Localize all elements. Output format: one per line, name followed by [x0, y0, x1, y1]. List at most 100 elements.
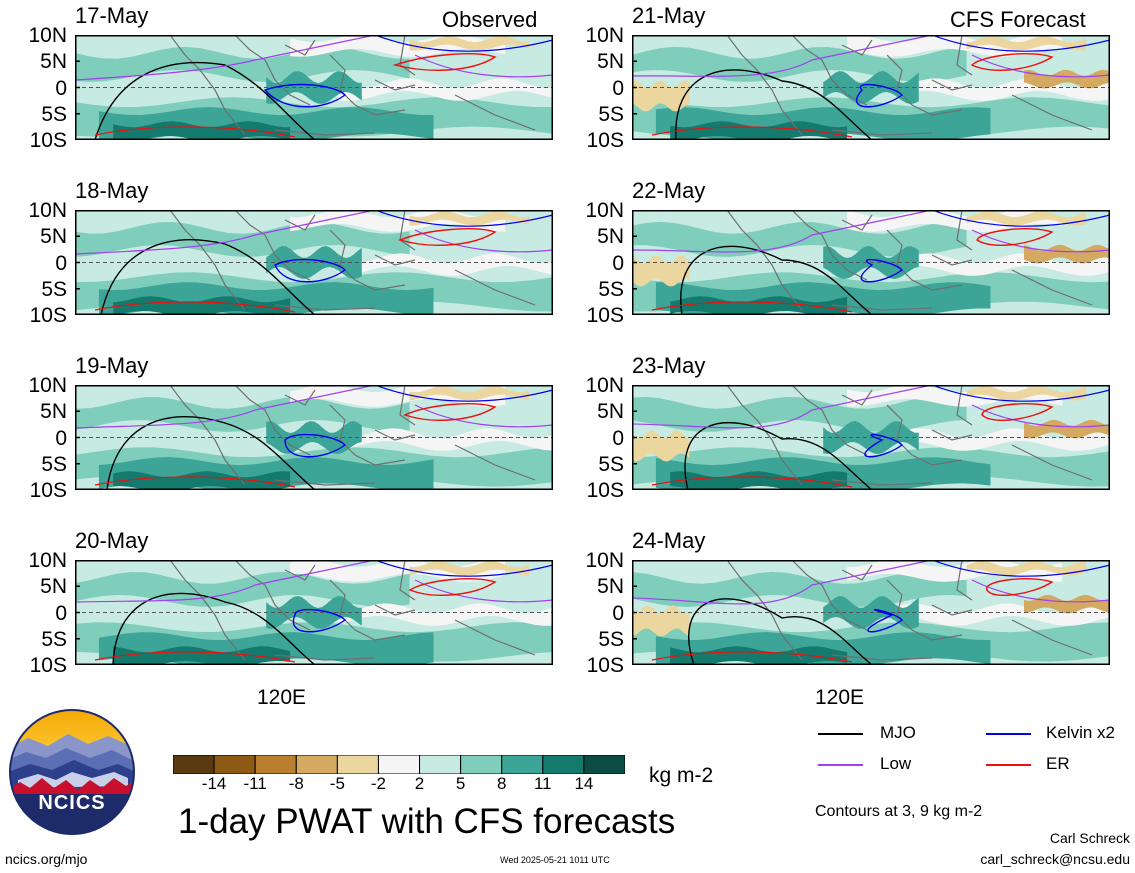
anomaly-band: [966, 386, 1087, 401]
anomaly-band: [670, 646, 848, 665]
map-panel: [75, 560, 553, 665]
anomaly-band: [670, 471, 848, 490]
footer-author: Carl Schreck: [1049, 830, 1130, 846]
lat-label: 10S: [29, 129, 67, 152]
map-panel-plot: [632, 385, 1110, 490]
colorbar: [172, 754, 626, 775]
anomaly-band: [894, 78, 1110, 101]
lon-label-right: 120E: [815, 686, 865, 709]
colorbar-units: kg m-2: [649, 764, 714, 787]
anomaly-band: [1024, 244, 1110, 264]
panel-date-label: 17-May: [75, 3, 149, 28]
map-panel: [632, 560, 1110, 665]
anomaly-band: [75, 46, 410, 82]
legend-swatch-mjo: [818, 733, 863, 735]
map-panel-plot: [632, 35, 1110, 140]
lat-label: 0: [612, 426, 624, 450]
footer-email[interactable]: carl_schreck@ncsu.edu: [980, 851, 1130, 867]
colorbar-swatch: [213, 754, 256, 775]
logo-text: NCICS: [38, 792, 106, 814]
lat-label: 0: [612, 601, 624, 625]
lat-label: 5N: [597, 50, 624, 74]
map-panel: [632, 210, 1110, 315]
colorbar-swatch: [542, 754, 585, 775]
lat-label: 0: [55, 601, 67, 625]
lat-label: 5S: [598, 452, 624, 476]
legend-swatch-er: [986, 764, 1031, 766]
panel-date-label: 22-May: [632, 178, 706, 203]
lat-label: 0: [612, 76, 624, 100]
map-panel-plot: [632, 560, 1110, 665]
map-panel-plot: [75, 385, 553, 490]
panel-date-label: 20-May: [75, 528, 149, 553]
contours-note: Contours at 3, 9 kg m-2: [815, 803, 983, 820]
legend-swatch-low: [818, 764, 863, 766]
lat-label: 5N: [40, 575, 67, 599]
lat-label: 0: [55, 251, 67, 275]
lat-label: 5N: [597, 575, 624, 599]
anomaly-band: [409, 561, 530, 576]
lat-label: 10N: [585, 24, 624, 47]
anomaly-band: [113, 121, 291, 140]
anomaly-band: [1024, 419, 1110, 439]
anomaly-band: [670, 121, 848, 140]
anomaly-band: [894, 253, 1110, 276]
anomaly-band: [409, 386, 530, 401]
lat-label: 10S: [29, 304, 67, 327]
anomaly-band: [632, 255, 690, 287]
legend-swatch-kelvin: [986, 733, 1031, 735]
anomaly-band: [409, 36, 530, 51]
anomaly-band: [894, 603, 1110, 626]
anomaly-band: [1024, 69, 1110, 89]
anomaly-band: [670, 296, 848, 315]
anomaly-band: [847, 385, 1063, 407]
ncics-logo: NCICS: [8, 708, 136, 836]
lat-label: 5S: [41, 277, 67, 301]
colorbar-swatch: [419, 754, 462, 775]
anomaly-band: [632, 396, 967, 432]
lat-label: 10N: [28, 374, 67, 397]
lat-label: 5N: [40, 50, 67, 74]
lat-label: 5N: [597, 225, 624, 249]
lat-label: 5N: [40, 225, 67, 249]
colorbar-tick-label: 2: [414, 774, 425, 793]
colorbar-tick-label: 5: [455, 774, 466, 793]
legend-label-er: ER: [1046, 754, 1070, 773]
lat-label: 10N: [28, 549, 67, 572]
anomaly-band: [894, 428, 1110, 451]
panel-date-label: 23-May: [632, 353, 706, 378]
anomaly-band: [75, 221, 410, 257]
lat-label: 5S: [41, 627, 67, 651]
lat-label: 10S: [586, 304, 624, 327]
main-title: 1-day PWAT with CFS forecasts: [178, 802, 676, 841]
lat-label: 10N: [585, 374, 624, 397]
colorbar-tick-label: 8: [496, 774, 507, 793]
lat-label: 10N: [28, 24, 67, 47]
footer-url[interactable]: ncics.org/mjo: [5, 851, 88, 867]
map-panel-plot: [75, 35, 553, 140]
lat-label: 5S: [598, 277, 624, 301]
lat-label: 10S: [586, 479, 624, 502]
colorbar-swatches: [172, 754, 626, 775]
anomaly-band: [409, 211, 530, 226]
legend: MJO Kelvin x2 Low ER: [818, 722, 1128, 782]
lat-label: 10S: [29, 654, 67, 677]
anomaly-band: [632, 430, 690, 462]
lat-label: 5N: [40, 400, 67, 424]
footer-timestamp: Wed 2025-05-21 1011 UTC: [500, 855, 610, 865]
anomaly-band: [337, 78, 553, 101]
colorbar-swatch: [295, 754, 338, 775]
colorbar-swatch: [336, 754, 379, 775]
lat-label: 10S: [586, 654, 624, 677]
colorbar-swatch: [460, 754, 503, 775]
anomaly-band: [1024, 594, 1110, 614]
panel-date-label: 18-May: [75, 178, 149, 203]
anomaly-band: [632, 605, 690, 637]
colorbar-swatch: [172, 754, 215, 775]
ncics-logo-graphic: [9, 709, 135, 835]
colorbar-tick-label: 14: [574, 774, 594, 793]
colorbar-swatch: [501, 754, 544, 775]
lat-label: 10S: [29, 479, 67, 502]
anomaly-band: [632, 80, 690, 112]
anomaly-band: [966, 211, 1087, 226]
